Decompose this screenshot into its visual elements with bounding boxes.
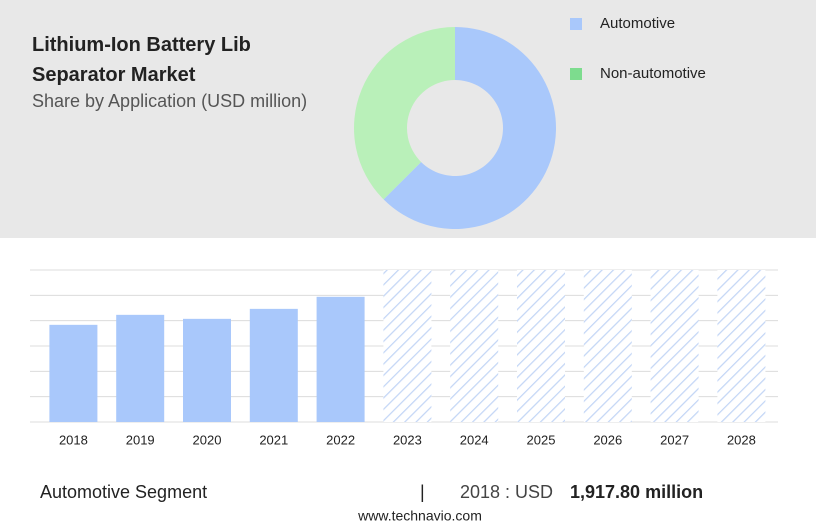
forecast-placeholder — [583, 270, 632, 422]
forecast-placeholder — [650, 270, 699, 422]
separator: | — [420, 482, 425, 502]
legend-label: Non-automotive — [600, 65, 706, 82]
forecast-placeholder — [717, 270, 766, 422]
legend-swatch — [570, 18, 582, 30]
forecast-placeholder — [383, 270, 432, 422]
x-tick-label: 2026 — [593, 432, 622, 447]
bar — [49, 324, 98, 422]
forecast-placeholder — [517, 270, 565, 422]
x-tick-label: 2020 — [193, 432, 222, 447]
footer-stat-prefix: 2018 : USD — [460, 482, 553, 502]
x-tick-label: 2018 — [59, 432, 88, 447]
x-tick-label: 2021 — [259, 432, 288, 447]
x-tick-label: 2025 — [527, 432, 556, 447]
bar — [316, 296, 365, 422]
x-tick-label: 2022 — [326, 432, 355, 447]
legend-swatch — [570, 68, 582, 80]
forecast-placeholder — [450, 270, 499, 422]
footer-source: www.technavio.com — [357, 508, 482, 524]
bar — [116, 314, 165, 422]
legend-label: Automotive — [600, 15, 675, 32]
footer-stat-value: 1,917.80 million — [570, 482, 703, 502]
donut-slice — [383, 27, 556, 229]
bar — [183, 318, 231, 422]
bar — [249, 308, 298, 422]
footer-segment: Automotive Segment — [40, 482, 207, 502]
chart-subtitle: Share by Application (USD million) — [32, 91, 308, 111]
x-tick-label: 2024 — [460, 432, 489, 447]
x-tick-label: 2023 — [393, 432, 422, 447]
donut-slice — [353, 27, 455, 200]
x-tick-label: 2027 — [660, 432, 689, 447]
x-tick-label: 2019 — [126, 432, 155, 447]
chart-title: Lithium-Ion Battery Lib Separator Market — [32, 34, 251, 86]
x-tick-label: 2028 — [727, 432, 756, 447]
